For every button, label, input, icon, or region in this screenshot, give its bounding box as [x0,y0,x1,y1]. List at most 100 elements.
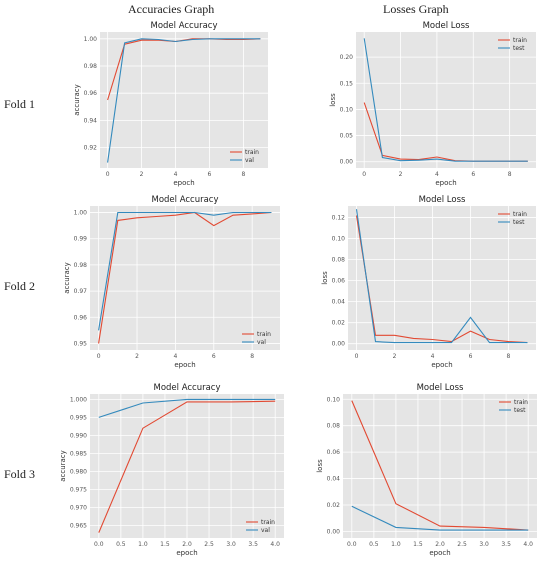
x-tick-label: 6 [471,171,475,178]
y-tick-label: 0.04 [327,476,341,483]
x-tick-label: 2.5 [204,541,214,548]
chart-title: Model Accuracy [151,195,218,205]
y-tick-label: 0.99 [74,236,88,243]
x-tick-label: 1.5 [160,541,170,548]
y-tick-label: 0.990 [70,432,87,439]
y-axis-label: loss [329,93,337,107]
accuracies-column-header: Accuracies Graph [128,2,215,16]
x-tick-label: 8 [241,171,245,178]
legend-label-val: val [257,339,266,346]
legend-label-train: train [514,399,528,406]
y-tick-label: 0.10 [327,396,341,403]
y-tick-label: 0.00 [340,159,354,166]
x-tick-label: 0.0 [94,541,104,548]
legend-label-train: train [257,331,271,338]
x-tick-label: 4.0 [523,541,533,548]
y-tick-label: 0.05 [340,133,354,140]
legend-label-test: test [514,407,526,414]
y-tick-label: 0.96 [84,90,98,97]
x-tick-label: 6 [469,353,473,360]
x-tick-label: 2.0 [435,541,445,548]
x-tick-label: 4 [435,171,439,178]
y-tick-label: 0.10 [340,106,354,113]
y-tick-label: 0.965 [70,522,87,529]
y-tick-label: 0.06 [332,278,346,285]
y-tick-label: 1.00 [74,210,88,217]
series-line-train [355,215,528,344]
y-axis-label: loss [316,459,324,473]
x-tick-label: 2.0 [182,541,192,548]
series-line-test [351,505,529,531]
x-tick-label: 2 [393,353,397,360]
x-tick-label: 2 [399,171,403,178]
x-tick-label: 1.5 [413,541,423,548]
x-tick-label: 0 [106,171,110,178]
fold-1-label: Fold 1 [4,97,36,111]
series-line-val [98,211,272,331]
x-tick-label: 3.5 [248,541,258,548]
y-tick-label: 1.000 [70,396,87,403]
y-tick-label: 0.02 [327,502,341,509]
series-line-train [98,211,272,344]
x-tick-label: 1.0 [138,541,148,548]
legend-label-test: test [513,219,525,226]
y-tick-label: 0.98 [74,262,88,269]
x-tick-label: 8 [507,353,511,360]
series-line-train [351,400,529,531]
legend-label-val: val [245,157,254,164]
x-tick-label: 4 [174,171,178,178]
y-axis-label: accuracy [73,84,81,116]
y-tick-label: 0.00 [332,341,346,348]
y-tick-label: 0.95 [74,340,88,347]
fold-2-label: Fold 2 [4,279,36,293]
y-tick-label: 0.970 [70,504,87,511]
series-line-test [355,209,528,344]
fold-3-label: Fold 3 [4,467,36,481]
series-line-val [107,38,261,163]
y-tick-label: 1.00 [84,36,98,43]
losses-column-header: Losses Graph [383,2,449,16]
y-tick-label: 0.10 [332,236,346,243]
chart-title: Model Loss [423,21,470,31]
x-axis-label: epoch [173,179,194,187]
y-tick-label: 0.06 [327,449,341,456]
x-axis-label: epoch [431,361,452,369]
x-axis-label: epoch [429,549,450,557]
y-tick-label: 0.04 [332,299,346,306]
x-tick-label: 3.5 [501,541,511,548]
x-tick-label: 0.5 [369,541,379,548]
legend-label-train: train [245,149,259,156]
y-tick-label: 0.96 [74,314,88,321]
x-tick-label: 8 [508,171,512,178]
x-tick-label: 8 [250,353,254,360]
x-tick-label: 0 [355,353,359,360]
plot-area [90,206,280,350]
y-tick-label: 0.98 [84,63,98,70]
x-tick-label: 2 [140,171,144,178]
y-tick-label: 0.995 [70,414,87,421]
x-axis-label: epoch [435,179,456,187]
x-tick-label: 0.0 [347,541,357,548]
series-line-test [363,38,528,162]
x-tick-label: 4.0 [270,541,280,548]
x-tick-label: 2.5 [457,541,467,548]
y-tick-label: 0.02 [332,320,346,327]
plot-area [356,32,536,168]
x-tick-label: 0 [362,171,366,178]
x-tick-label: 1.0 [391,541,401,548]
x-tick-label: 2 [135,353,139,360]
y-tick-label: 0.08 [332,257,346,264]
y-tick-label: 0.94 [84,117,98,124]
y-tick-label: 0.08 [327,423,341,430]
series-line-val [98,398,276,418]
legend-label-train: train [513,211,527,218]
legend-label-val: val [261,527,270,534]
plot-area [100,32,268,168]
fold-2-loss-chart: 0.00 0.02 0.04 0.06 0.08 0.10 0.12 0 2 4 6 8 Model L… [321,195,536,369]
x-tick-label: 6 [208,171,212,178]
x-axis-label: epoch [176,549,197,557]
y-tick-label: 0.985 [70,450,87,457]
fold-1-loss-chart: 0.00 0.05 0.10 0.15 0.20 0 2 4 6 8 Model Loss epoch… [329,21,536,187]
x-tick-label: 3.0 [479,541,489,548]
chart-title: Model Loss [419,195,466,205]
